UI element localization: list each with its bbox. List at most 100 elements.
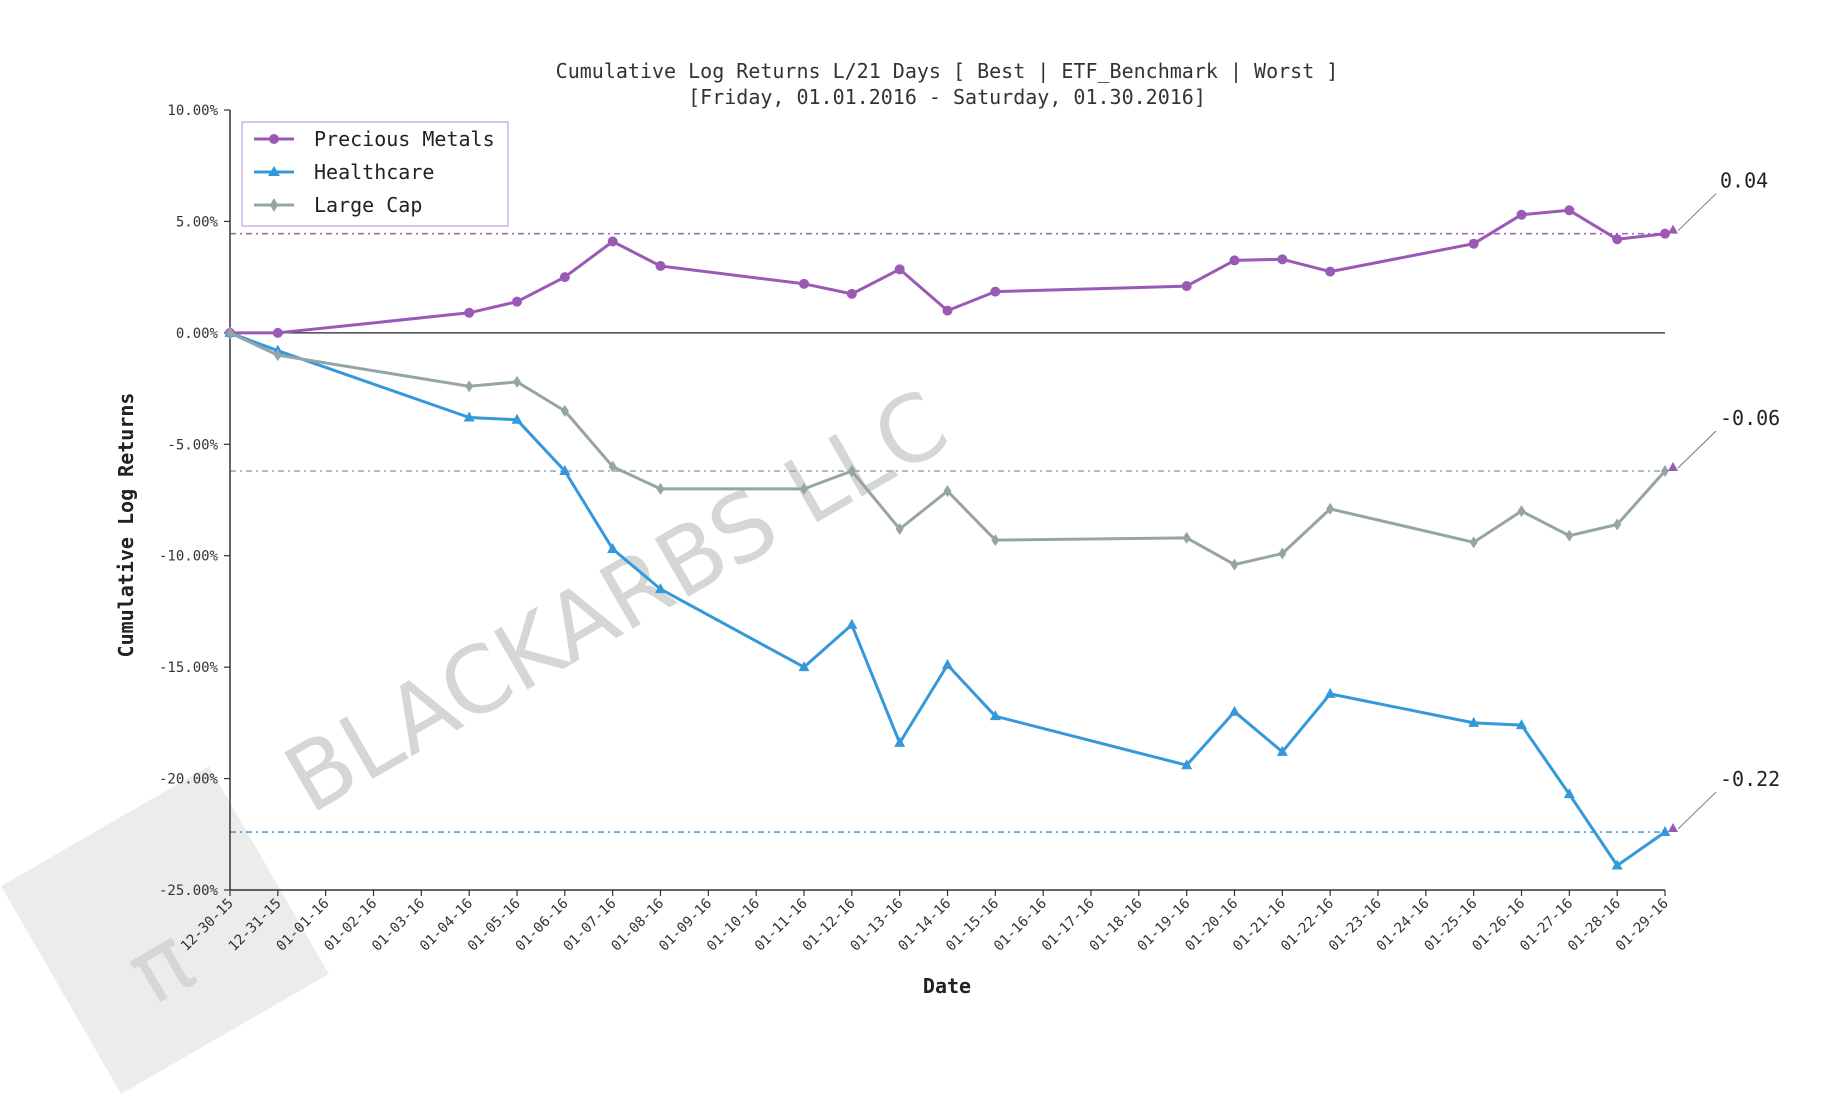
annotation-marker-large-cap — [1668, 462, 1678, 472]
data-point-healthcare — [942, 658, 953, 669]
legend-item-precious-metals: Precious Metals — [254, 127, 495, 151]
data-point-healthcare — [989, 710, 1001, 721]
data-point-large-cap — [943, 485, 952, 498]
data-point-large-cap — [656, 482, 665, 495]
y-tick-label: 5.00% — [176, 214, 219, 230]
data-point-large-cap — [847, 465, 856, 478]
data-point-precious-metals — [512, 296, 522, 307]
data-point-precious-metals — [894, 264, 905, 275]
data-point-large-cap — [1661, 465, 1669, 478]
final-value-annotations: 0.04 -0.22 -0.06 — [1668, 169, 1780, 833]
data-point-large-cap — [1230, 558, 1239, 571]
y-tick-label: 0.00% — [176, 326, 219, 342]
y-tick-label: 10.00% — [167, 103, 218, 119]
data-point-large-cap — [465, 380, 474, 393]
data-point-large-cap — [895, 522, 904, 535]
data-point-precious-metals — [846, 288, 857, 299]
legend-marker-large-cap — [270, 198, 278, 212]
data-point-healthcare — [559, 465, 571, 476]
y-tick-label: -15.00% — [159, 660, 219, 676]
data-point-healthcare — [1276, 745, 1288, 756]
data-point-healthcare — [894, 736, 906, 747]
data-point-large-cap — [800, 482, 808, 495]
legend-item-large-cap: Large Cap — [254, 193, 422, 217]
annotation-marker-healthcare — [1668, 823, 1678, 833]
data-point-healthcare — [1659, 826, 1671, 837]
x-ticks: 12-30-1512-31-1501-01-1601-02-1601-03-16… — [178, 890, 1672, 955]
data-point-large-cap — [991, 534, 1000, 547]
data-point-precious-metals — [942, 305, 953, 316]
x-axis-label: Date — [923, 974, 971, 998]
data-point-large-cap — [1565, 529, 1574, 542]
legend-label-precious-metals: Precious Metals — [314, 127, 495, 151]
data-point-healthcare — [655, 583, 666, 594]
data-point-large-cap — [273, 349, 282, 362]
y-tick-label: -5.00% — [167, 437, 218, 453]
annotation-label-healthcare: -0.22 — [1720, 767, 1780, 791]
legend-item-healthcare: Healthcare — [254, 160, 434, 184]
data-point-precious-metals — [1181, 281, 1192, 292]
data-point-large-cap — [608, 460, 617, 473]
data-point-healthcare — [1563, 788, 1575, 799]
legend-marker-precious-metals — [269, 134, 279, 144]
data-point-precious-metals — [1564, 205, 1575, 216]
x-tick-label: 01-29-16 — [1613, 896, 1672, 955]
data-point-healthcare — [798, 661, 810, 672]
data-point-precious-metals — [1229, 255, 1240, 266]
legend-marker-healthcare — [268, 166, 280, 176]
data-point-large-cap — [513, 375, 521, 388]
data-point-precious-metals — [655, 261, 666, 271]
data-point-precious-metals — [1468, 238, 1479, 249]
data-point-precious-metals — [559, 272, 570, 283]
y-tick-label: -10.00% — [159, 549, 219, 565]
data-point-large-cap — [1469, 536, 1478, 549]
annotation-arrow-large-cap — [1677, 430, 1717, 469]
data-point-precious-metals — [799, 278, 809, 289]
data-point-large-cap — [1326, 502, 1335, 515]
watermark: π BLACKARBS LLC — [1, 370, 965, 1094]
data-point-precious-metals — [464, 307, 475, 318]
series-line-healthcare — [229, 331, 1666, 867]
data-point-precious-metals — [272, 327, 283, 338]
data-point-healthcare — [1181, 759, 1193, 770]
data-point-healthcare — [1611, 859, 1623, 870]
data-point-precious-metals — [1516, 209, 1527, 220]
y-axis-label: Cumulative Log Returns — [114, 393, 138, 658]
data-point-healthcare — [1229, 705, 1240, 716]
axes — [229, 110, 1665, 891]
data-point-precious-metals — [1277, 254, 1288, 265]
annotation-label-large-cap: -0.06 — [1720, 406, 1780, 430]
data-point-large-cap — [226, 326, 234, 339]
data-point-healthcare — [463, 411, 475, 422]
annotation-arrow-precious-metals — [1677, 193, 1717, 232]
data-point-precious-metals — [607, 236, 618, 247]
data-point-precious-metals — [990, 286, 1001, 297]
annotation-marker-precious-metals — [1668, 224, 1678, 234]
chart-subtitle: [Friday, 01.01.2016 - Saturday, 01.30.20… — [688, 85, 1206, 109]
y-tick-label: -25.00% — [159, 883, 219, 899]
data-point-precious-metals — [1660, 228, 1670, 239]
data-point-large-cap — [560, 404, 569, 417]
y-tick-label: -20.00% — [159, 772, 219, 788]
y-ticks: 10.00% 5.00% 0.00% -5.00% -10.00% -15.00% -20.… — [159, 103, 230, 899]
watermark-text: BLACKARBS LLC — [268, 370, 965, 834]
data-point-precious-metals — [1325, 266, 1336, 277]
series-large-cap — [226, 326, 1669, 571]
data-point-healthcare — [1516, 719, 1527, 730]
data-point-precious-metals — [1612, 234, 1623, 245]
legend: Precious Metals Healthcare Large Cap — [241, 121, 509, 227]
annotation-label-precious-metals: 0.04 — [1720, 169, 1768, 193]
chart-title: Cumulative Log Returns L/21 Days [ Best … — [556, 59, 1339, 83]
data-point-healthcare — [511, 413, 523, 424]
data-point-healthcare — [1324, 687, 1336, 698]
data-point-large-cap — [1517, 505, 1526, 518]
legend-label-large-cap: Large Cap — [314, 193, 422, 217]
data-point-healthcare — [1468, 716, 1480, 727]
legend-label-healthcare: Healthcare — [314, 160, 434, 184]
series-layer — [224, 205, 1671, 870]
series-healthcare — [224, 326, 1671, 870]
annotation-arrow-healthcare — [1677, 791, 1717, 830]
series-precious-metals — [225, 205, 1670, 338]
watermark-logo-box — [1, 766, 329, 1094]
